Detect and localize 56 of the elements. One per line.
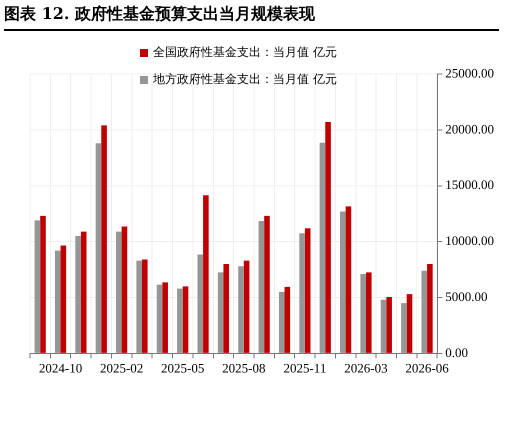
chart-title: 图表 12. 政府性基金预算支出当月规模表现: [4, 4, 499, 31]
bar: [264, 216, 270, 353]
bar: [122, 226, 128, 353]
bar: [142, 260, 148, 353]
y-tick-label: 20000.00: [445, 121, 494, 136]
bar: [360, 274, 366, 353]
bar: [325, 122, 331, 353]
bar: [182, 286, 188, 353]
bar: [75, 236, 81, 353]
y-tick-label: 5000.00: [445, 288, 488, 304]
bar: [116, 232, 122, 353]
bar: [203, 195, 209, 353]
x-tick-label: 2024-10: [38, 360, 82, 376]
x-tick-label: 2026-06: [405, 360, 450, 376]
bar: [223, 264, 230, 353]
bar: [101, 125, 107, 353]
bar: [258, 220, 264, 353]
legend-label: 地方政府性基金支出：当月值 亿元: [153, 71, 337, 88]
bar: [177, 288, 183, 353]
bar: [244, 260, 250, 353]
bar: [366, 272, 372, 353]
bar: [406, 294, 412, 353]
y-tick-label: 25000.00: [445, 65, 494, 80]
bar: [401, 303, 407, 353]
bar: [238, 266, 244, 353]
bar: [40, 216, 46, 353]
bar: [380, 300, 386, 353]
bar: [156, 284, 162, 353]
y-tick-label: 10000.00: [445, 233, 494, 248]
bar: [340, 211, 346, 353]
x-tick-label: 2025-11: [283, 360, 326, 376]
bar: [386, 296, 392, 353]
bar: [162, 282, 168, 353]
bar: [96, 143, 102, 353]
bar: [60, 246, 66, 353]
y-tick-label: 0.00: [445, 344, 468, 360]
bar: [299, 233, 305, 353]
bar: [421, 270, 428, 353]
x-tick-label: 2025-05: [161, 360, 204, 376]
bar: [346, 206, 352, 353]
bar: [278, 292, 285, 353]
legend-label: 全国政府性基金支出：当月值 亿元: [153, 44, 337, 61]
bar: [54, 250, 61, 353]
bar: [197, 254, 204, 353]
y-tick-label: 15000.00: [445, 177, 494, 192]
bar: [218, 272, 224, 353]
bar: [136, 260, 142, 353]
bar: [284, 286, 290, 353]
bar: [304, 228, 310, 353]
bar: [320, 142, 326, 353]
x-tick-label: 2026-03: [344, 360, 388, 376]
bar: [80, 232, 87, 353]
bar: [34, 220, 40, 353]
x-tick-label: 2025-08: [222, 360, 266, 376]
x-tick-label: 2025-02: [100, 360, 144, 376]
bar: [427, 264, 433, 353]
